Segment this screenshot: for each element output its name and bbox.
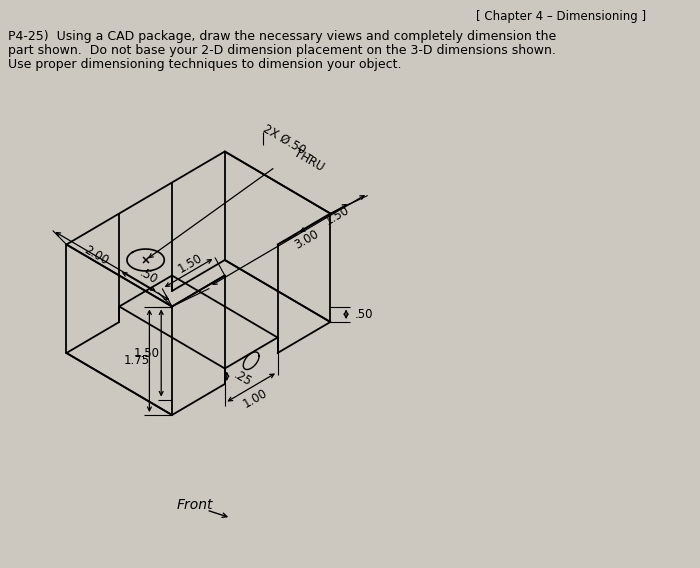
Text: 1.50: 1.50 (134, 346, 160, 360)
Text: 1.75: 1.75 (124, 354, 150, 367)
Text: THRU: THRU (292, 146, 327, 174)
Text: 2X Ø.50 –: 2X Ø.50 – (260, 122, 316, 162)
Text: .50: .50 (137, 267, 160, 287)
Text: .50: .50 (354, 308, 373, 321)
Text: 1.00: 1.00 (241, 386, 270, 411)
Text: 1.50: 1.50 (176, 251, 205, 275)
Text: part shown.  Do not base your 2-D dimension placement on the 3-D dimensions show: part shown. Do not base your 2-D dimensi… (8, 44, 556, 57)
Text: 1.50: 1.50 (323, 203, 352, 227)
Text: .25: .25 (231, 368, 254, 389)
Text: Front: Front (177, 498, 214, 512)
Text: [ Chapter 4 – Dimensioning ]: [ Chapter 4 – Dimensioning ] (476, 10, 646, 23)
Text: Use proper dimensioning techniques to dimension your object.: Use proper dimensioning techniques to di… (8, 58, 401, 71)
Text: 3.00: 3.00 (292, 228, 321, 252)
Text: P4-25)  Using a CAD package, draw the necessary views and completely dimension t: P4-25) Using a CAD package, draw the nec… (8, 30, 556, 43)
Text: 2.00: 2.00 (81, 243, 110, 268)
